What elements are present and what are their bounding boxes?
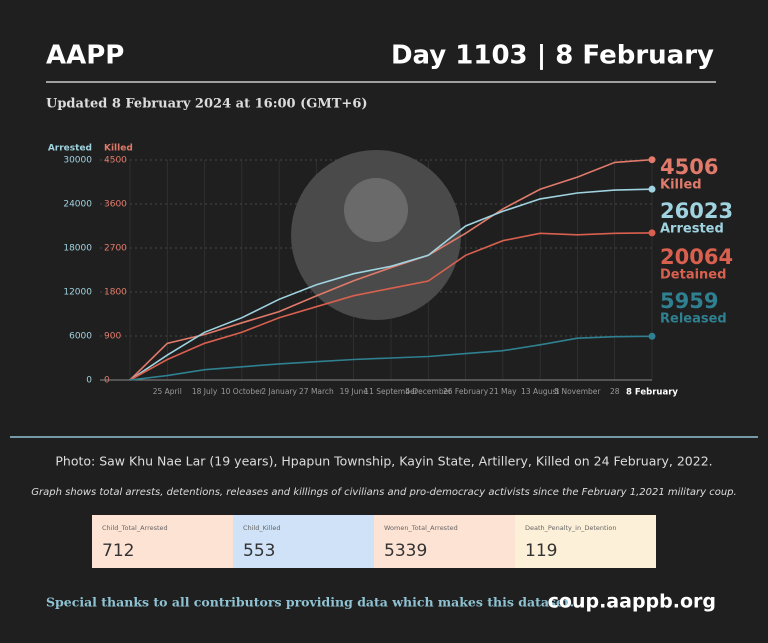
x-tick-label: 5 November: [554, 387, 601, 396]
y2-tick-label: 900: [104, 332, 121, 342]
x-tick-label: 21 May: [489, 387, 517, 396]
stat-card: [92, 515, 233, 568]
end-point: [648, 332, 656, 340]
legend-label: Released: [660, 312, 727, 327]
series-line: [129, 232, 653, 381]
stat-card: [374, 515, 515, 568]
stat-value: 119: [525, 541, 557, 561]
x-tick-label: 28: [610, 387, 620, 396]
x-tick-label: 8 February: [626, 388, 678, 398]
y2-axis-title: Killed: [104, 144, 133, 154]
photo-face: [344, 178, 408, 242]
x-tick-label: 10 October: [221, 387, 264, 396]
stat-value: 5339: [384, 541, 427, 561]
legend-label: Detained: [660, 268, 726, 283]
y2-tick-label: 2700: [104, 244, 127, 254]
x-tick-label: 26 February: [443, 387, 489, 396]
legend-label: Killed: [660, 178, 702, 193]
url: coup.aappb.org: [548, 591, 716, 613]
legend-label: Arrested: [660, 222, 724, 237]
stat-value: 553: [243, 541, 275, 561]
end-point: [648, 156, 656, 164]
end-value: 26023: [660, 199, 733, 223]
y-tick-label: 30000: [63, 156, 92, 166]
y2-tick-label: 3600: [104, 200, 127, 210]
x-tick-label: 2 January: [261, 387, 297, 396]
x-tick-label: 4 December: [405, 387, 452, 396]
stat-label: Child_Killed: [243, 524, 280, 532]
y-tick-label: 6000: [69, 332, 92, 342]
end-point: [648, 185, 656, 193]
updated: Updated 8 February 2024 at 16:00 (GMT+6): [46, 97, 368, 112]
stat-card: [515, 515, 656, 568]
x-tick-label: 27 March: [299, 387, 334, 396]
end-point: [648, 229, 656, 237]
x-tick-label: 25 April: [153, 387, 182, 396]
day-title: Day 1103 | 8 February: [391, 41, 714, 71]
x-tick-label: 19 June: [340, 387, 369, 396]
caption: Photo: Saw Khu Nae Lar (19 years), Hpapu…: [55, 454, 712, 469]
y-tick-label: 24000: [63, 200, 92, 210]
x-tick-label: 11 September: [364, 387, 418, 396]
x-tick-label: 13 August: [521, 387, 559, 396]
y-tick-label: 18000: [63, 244, 92, 254]
y2-tick-label: 1800: [104, 288, 127, 298]
series-line: [129, 158, 653, 381]
y-tick-label: 0: [86, 376, 92, 386]
end-value: 4506: [660, 155, 718, 179]
y-axis-title: Arrested: [48, 144, 92, 154]
end-value: 20064: [660, 245, 733, 269]
end-value: 5959: [660, 289, 718, 313]
stat-label: Child_Total_Arrested: [102, 524, 168, 532]
stat-label: Death_Penalty_in_Detention: [525, 524, 616, 532]
stat-value: 712: [102, 541, 134, 561]
series-line: [129, 188, 653, 381]
x-tick-label: 18 July: [192, 387, 218, 396]
org-title: AAPP: [46, 41, 124, 71]
y-tick-label: 12000: [63, 288, 92, 298]
stat-card: [233, 515, 374, 568]
thanks: Special thanks to all contributors provi…: [46, 595, 574, 610]
series-line: [129, 335, 653, 381]
y2-tick-label: 4500: [104, 156, 127, 166]
stat-label: Women_Total_Arrested: [384, 524, 458, 532]
note: Graph shows total arrests, detentions, r…: [31, 487, 736, 498]
